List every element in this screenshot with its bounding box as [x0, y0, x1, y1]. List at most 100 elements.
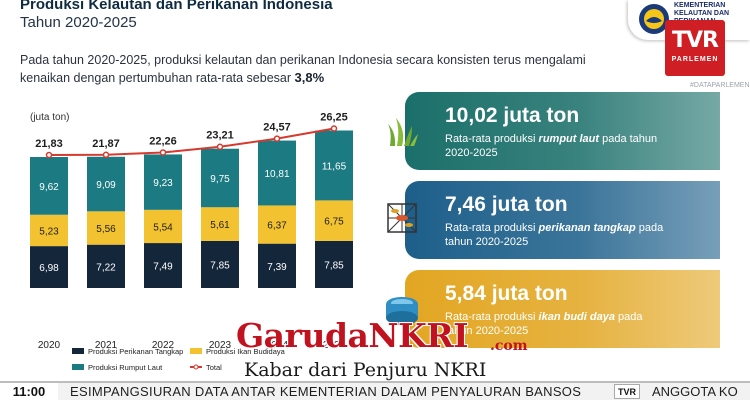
total-point [273, 135, 281, 142]
card-desc-prefix: Rata-rata produksi [445, 222, 539, 234]
total-point [330, 125, 338, 132]
bar-value-label: 9,75 [210, 174, 230, 185]
x-tick-label: 2023 [209, 340, 232, 351]
seaweed-icon [388, 118, 418, 146]
bar-value-label: 9,09 [96, 180, 116, 191]
intro-line-2: kenaikan dengan pertumbuhan rata-rata se… [20, 69, 680, 87]
bar-segment [258, 243, 296, 288]
ticker-headline-2: ANGGOTA KO [652, 384, 738, 399]
bar-segment [201, 148, 239, 208]
growth-rate-highlight: 3,8% [294, 70, 325, 85]
card-background [405, 181, 720, 259]
bar-value-label: 5,61 [210, 220, 230, 231]
bar-segment [315, 200, 353, 241]
card-description: Rata-rata produksi perikanan tangkap pad… [445, 221, 665, 249]
card-value: 10,02 juta ton [445, 104, 580, 127]
x-tick-label: 2024 [266, 340, 289, 351]
bar-segment [201, 240, 239, 288]
unit-label: (juta ton) [30, 112, 69, 123]
bar-segment [258, 205, 296, 244]
fishing-net-icon [387, 203, 417, 233]
total-value-label: 24,57 [263, 122, 291, 134]
total-value-label: 22,26 [149, 135, 177, 147]
bar-value-label: 6,75 [324, 217, 344, 228]
bar-segment [258, 140, 296, 206]
card-background [405, 270, 720, 348]
legend-label: Produksi Rumput Laut [88, 363, 163, 372]
bar-segment [201, 207, 239, 241]
bar-value-label: 7,22 [96, 262, 116, 273]
bar-segment [87, 211, 125, 245]
bar-segment [144, 209, 182, 244]
total-point [159, 149, 167, 156]
tvr-logo-main: TVR [672, 28, 719, 53]
intro-line-2-text: kenaikan dengan pertumbuhan rata-rata se… [20, 71, 295, 85]
intro-line-1: Pada tahun 2020-2025, produksi kelautan … [20, 53, 586, 67]
bar-segment [315, 130, 353, 201]
watermark-tagline: Kabar dari Penjuru NKRI [242, 359, 489, 381]
stacked-bar-chart: (juta ton) 6,98 5,23 9,62 2020 7,22 5,56 9,09 20… [30, 112, 353, 372]
bar-segment [144, 154, 182, 210]
card-desc-prefix: Rata-rata produksi [445, 133, 539, 145]
bar-value-label: 9,23 [153, 178, 173, 189]
legend-swatch-point [193, 364, 199, 370]
card-background [405, 92, 720, 170]
page-title: Produksi Kelautan dan Perikanan Indonesi… [20, 0, 333, 13]
header: Produksi Kelautan dan Perikanan Indonesi… [0, 0, 750, 40]
fish-farm-icon [386, 297, 418, 325]
x-tick-label: 2020 [38, 340, 61, 351]
tvr-logo-sub: PARLEMEN [671, 56, 719, 63]
bar-value-label: 7,85 [324, 260, 344, 271]
card-value: 5,84 juta ton [445, 282, 568, 305]
card-desc-bold: perikanan tangkap [538, 222, 636, 234]
ticker-headline: ESIMPANGSIURAN DATA ANTAR KEMENTERIAN DA… [70, 384, 582, 399]
card-description: Rata-rata produksi ikan budi daya pada t… [445, 310, 665, 338]
page-subtitle: Tahun 2020-2025 [20, 14, 137, 31]
watermark-domain: .com [490, 338, 528, 354]
ticker-clock: 11:00 [0, 383, 58, 400]
bar-value-label: 9,62 [39, 182, 59, 193]
card-perikanan-tangkap: 7,46 juta ton Rata-rata produksi perikan… [405, 181, 720, 259]
card-desc-prefix: Rata-rata produksi [445, 311, 539, 323]
bar-value-label: 5,56 [96, 224, 116, 235]
production-chart: (juta ton) 6,98 5,23 9,62 2020 7,22 5,56 9,09 20… [0, 92, 400, 382]
total-line [48, 127, 335, 157]
bar-value-label: 11,65 [322, 161, 347, 172]
bar-value-label: 7,85 [210, 260, 230, 271]
card-desc-bold: rumput laut [538, 133, 600, 145]
ministry-emblem-icon [639, 4, 669, 34]
total-point [45, 151, 53, 159]
legend-label: Produksi Perikanan Tangkap [88, 347, 183, 356]
card-ikan-budidaya: 5,84 juta ton Rata-rata produksi ikan bu… [405, 270, 720, 348]
bar-segment [315, 240, 353, 288]
total-value-label: 21,87 [92, 138, 120, 150]
watermark-title: GarudaNKRI [236, 316, 469, 355]
bar-value-label: 10,81 [264, 169, 289, 180]
x-tick-label: 2021 [95, 340, 118, 351]
bar-value-label: 7,39 [267, 262, 287, 273]
bar-segment [87, 244, 125, 288]
x-tick-label: 2025 [323, 340, 346, 351]
total-value-label: 23,21 [206, 130, 234, 142]
legend-swatch [190, 348, 202, 354]
card-desc-suffix: pada tahun 2020-2025 [445, 311, 643, 337]
tvr-parlemen-logo: TVR PARLEMEN [665, 20, 725, 76]
bar-segment [87, 156, 125, 212]
card-desc-bold: ikan budi daya [538, 311, 615, 323]
total-point [102, 151, 110, 159]
legend-swatch [72, 348, 84, 354]
total-value-label: 21,83 [35, 138, 63, 150]
bar-value-label: 6,37 [267, 221, 287, 232]
bar-value-label: 6,98 [39, 263, 59, 274]
ticker-logo: TVR [614, 384, 640, 399]
bar-value-label: 5,54 [153, 222, 173, 233]
bar-segment [30, 246, 68, 288]
legend-label: Total [206, 363, 222, 372]
card-rumput-laut: 10,02 juta ton Rata-rata produksi rumput… [405, 92, 720, 170]
bar-segment [144, 243, 182, 288]
news-ticker: 11:00 ESIMPANGSIURAN DATA ANTAR KEMENTER… [0, 381, 750, 400]
bar-segment [30, 157, 68, 215]
bar-value-label: 5,23 [39, 226, 59, 237]
intro-paragraph: Pada tahun 2020-2025, produksi kelautan … [20, 52, 680, 87]
x-tick-label: 2022 [152, 340, 175, 351]
